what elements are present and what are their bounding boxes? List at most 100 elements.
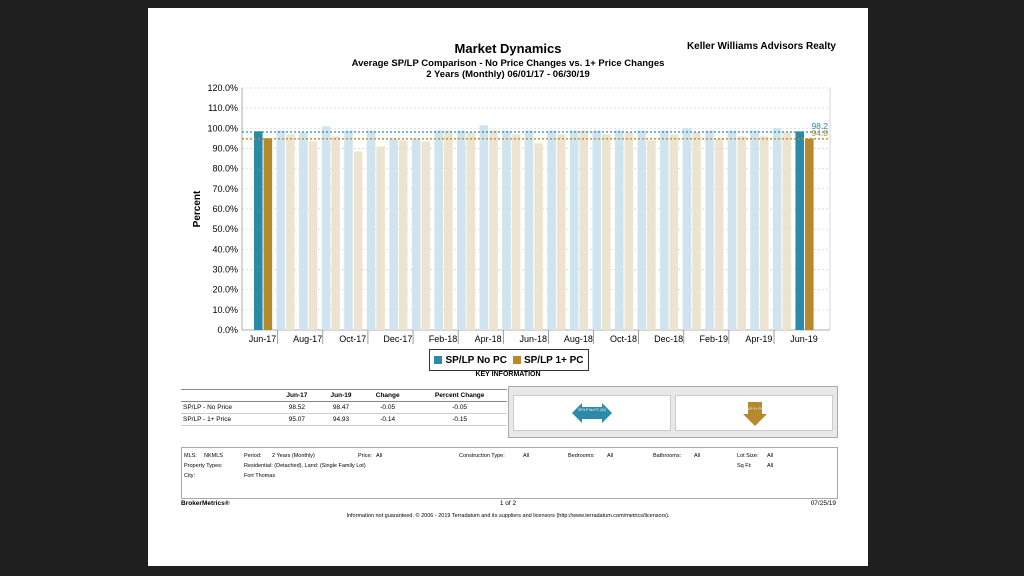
x-tick-label: Dec-18: [654, 334, 683, 344]
bar-no-pc: [276, 130, 286, 330]
bar-no-pc: [321, 126, 331, 330]
key-information-table: Jun-17 Jun-19 Change Percent Change SP/L…: [181, 389, 507, 426]
bar-1-pc: [759, 136, 769, 330]
bar-no-pc: [682, 128, 692, 330]
legend-swatch-no-pc: [434, 355, 443, 364]
param-value: 2 Years (Monthly): [272, 453, 315, 459]
bar-1-pc: [466, 132, 476, 330]
bar-1-pc: [669, 134, 679, 330]
average-label: 94.8: [811, 128, 828, 138]
y-tick-label: 70.0%: [212, 184, 238, 194]
table-header: Change: [363, 389, 413, 402]
bar-1-pc: [286, 134, 295, 330]
bar-no-pc: [457, 130, 466, 330]
bar-1-pc: [601, 134, 611, 330]
bar-no-pc: [705, 130, 714, 330]
param-value: All: [523, 453, 530, 459]
trend-panel-1-pc: SP/LP 1+ PC (I): [675, 395, 833, 431]
bar-no-pc: [502, 130, 511, 330]
y-tick-label: 100.0%: [207, 123, 238, 133]
average-label: 98.2: [811, 121, 828, 131]
bar-1-pc: [353, 151, 363, 330]
bar-no-pc: [434, 130, 444, 330]
param-label: Sq Ft:: [737, 463, 752, 469]
bar-1-pc: [579, 130, 588, 330]
x-tick-label: Aug-18: [564, 334, 593, 344]
x-tick-label: Feb-19: [700, 334, 729, 344]
table-row: SP/LP - No Price 98.52 98.47 -0.05 -0.05: [181, 401, 507, 414]
bar-no-pc: [411, 138, 421, 330]
arrow-label-1-pc: SP/LP 1+ PC (I): [743, 407, 768, 411]
bar-1-pc: [647, 140, 656, 330]
param-label: City:: [184, 473, 195, 479]
bar-no-pc: [795, 131, 805, 330]
bar-no-pc: [592, 130, 601, 330]
bar-no-pc: [547, 130, 556, 330]
y-tick-label: 50.0%: [212, 224, 238, 234]
bar-1-pc: [692, 132, 701, 330]
x-tick-label: Dec-17: [383, 334, 412, 344]
param-label: Property Types:: [184, 463, 223, 469]
y-tick-label: 90.0%: [212, 144, 238, 154]
table-cell: SP/LP - 1+ Price: [181, 413, 275, 426]
table-cell: 98.47: [318, 401, 364, 414]
bar-1-pc: [805, 138, 814, 330]
table-header: Jun-19: [318, 389, 364, 402]
bar-no-pc: [524, 130, 534, 330]
arrow-label-no-pc: SP/LP No PC (W): [578, 408, 606, 412]
bar-no-pc: [750, 130, 759, 330]
table-header: Jun-17: [274, 389, 319, 402]
table-header: [181, 389, 275, 402]
bar-no-pc: [727, 130, 737, 330]
y-tick-label: 120.0%: [207, 83, 238, 93]
param-label: MLS:: [184, 453, 197, 459]
page-number: 1 of 2: [499, 500, 517, 507]
bar-no-pc: [479, 125, 489, 330]
bar-no-pc: [772, 128, 782, 330]
x-tick-label: Jun-17: [249, 334, 277, 344]
table-cell: -0.14: [363, 413, 413, 426]
table-cell: -0.05: [412, 401, 507, 414]
bar-no-pc: [299, 132, 308, 330]
table-cell: 95.07: [274, 413, 319, 426]
y-tick-label: 40.0%: [212, 244, 238, 254]
bar-1-pc: [376, 146, 385, 330]
bar-no-pc: [660, 130, 669, 330]
brand-name: Keller Williams Advisors Realty: [686, 41, 836, 52]
bar-1-pc: [489, 130, 498, 330]
legend-item-1-pc: SP/LP 1+ PC: [512, 355, 584, 366]
bar-no-pc: [366, 130, 376, 330]
bar-1-pc: [556, 134, 566, 330]
table-cell: 94.93: [318, 413, 364, 426]
horizontal-arrow-icon: SP/LP No PC (W): [572, 403, 612, 423]
y-tick-label: 60.0%: [212, 204, 238, 214]
param-value: Fort Thomas: [244, 473, 276, 479]
bar-1-pc: [737, 136, 746, 330]
x-tick-label: Jun-18: [520, 334, 548, 344]
param-value: NKMLS: [204, 453, 223, 459]
param-value: All: [376, 453, 383, 459]
legend-label-no-pc: SP/LP No PC: [445, 354, 507, 366]
bar-no-pc: [389, 138, 398, 330]
chart-subtitle: Average SP/LP Comparison - No Price Chan…: [351, 58, 665, 69]
bar-1-pc: [714, 138, 724, 330]
bar-no-pc: [569, 130, 579, 330]
bar-1-pc: [782, 132, 792, 330]
table-cell: SP/LP - No Price: [181, 401, 275, 414]
table-cell: -0.05: [363, 401, 413, 414]
x-tick-label: Aug-17: [293, 334, 322, 344]
down-arrow-icon: SP/LP 1+ PC (I): [743, 402, 768, 426]
bar-1-pc: [331, 136, 340, 330]
bar-no-pc: [637, 130, 647, 330]
bar-no-pc: [254, 131, 263, 330]
param-value: All: [694, 453, 701, 459]
report-date: 07/25/19: [810, 500, 836, 507]
bar-1-pc: [534, 143, 543, 330]
bar-1-pc: [398, 140, 408, 330]
y-tick-label: 10.0%: [212, 305, 238, 315]
chart-legend: SP/LP No PC SP/LP 1+ PC: [429, 349, 589, 371]
table-header-row: Jun-17 Jun-19 Change Percent Change: [181, 389, 507, 402]
x-tick-label: Oct-17: [339, 334, 366, 344]
param-label: Bathrooms:: [653, 453, 682, 459]
trend-panel-no-pc: SP/LP No PC (W): [513, 395, 671, 431]
